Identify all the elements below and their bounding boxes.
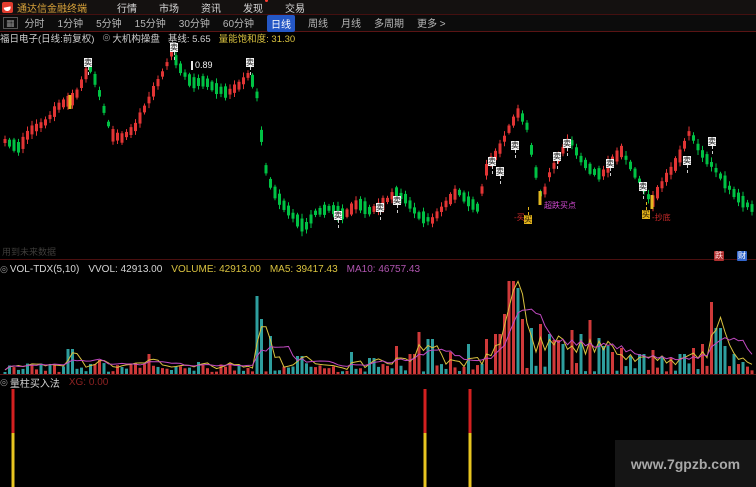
corner-badge-icon[interactable]: 财 [737,251,747,261]
layout-grid-icon[interactable]: ▦ [3,17,18,29]
period-tab-30分钟[interactable]: 30分钟 [178,18,210,30]
stock-info-bar: 福日电子(日线:前复权) ◎ 大机构操盘 基线: 5.65 量能饱和度: 31.… [0,32,756,45]
watermark: www.7gpzb.com [615,440,756,487]
app-logo-icon [2,1,13,13]
sell-signal-marker: 卖 [562,139,572,156]
corner-badge-icon[interactable]: 跌 [714,251,724,261]
xg-value: XG: 0.00 [68,376,109,388]
period-tab-更多[interactable]: 更多 > [417,18,446,30]
stock-name: 福日电子(日线:前复权) [0,33,95,45]
indicator-settings-icon[interactable]: ◎ [102,32,111,42]
baseline-value: 基线: 5.65 [167,33,211,45]
sell-signal-marker: 卖 [707,137,717,154]
vvol-value: VVOL: 42913.00 [88,263,163,275]
candlestick-chart[interactable] [0,43,756,259]
sell-signal-marker: 卖 [392,196,402,213]
signal-panel: ◎ 量柱买入法 XG: 0.00 [0,375,756,487]
chart-annotation: -买 [514,213,525,222]
volume-panel: ◎ VOL-TDX(5,10) VVOL: 42913.00 VOLUME: 4… [0,260,756,375]
candlestick-chart-panel[interactable]: 用到未来数据 卖卖卖卖卖卖卖卖卖卖卖卖卖卖卖买买 0.89 超跌买点 -买 -抄底跌财 [0,43,756,261]
sell-signal-marker: 卖 [487,157,497,174]
notification-dot-icon [265,0,268,2]
app-title: 通达信金融终端 [17,3,87,15]
period-tab-月线[interactable]: 月线 [341,18,362,30]
sell-signal-marker: 卖 [682,156,692,173]
sell-signal-marker: 卖 [375,203,385,220]
period-tab-15分钟[interactable]: 15分钟 [134,18,166,30]
sell-signal-marker: 卖 [245,58,255,75]
sell-signal-marker: 卖 [169,43,179,60]
period-tab-多周期[interactable]: 多周期 [374,18,405,30]
buy-signal-marker: 买 [523,207,533,224]
volume-chart[interactable] [0,278,756,374]
period-tab-分时[interactable]: 分时 [24,18,45,30]
menu-item-资讯[interactable]: 资讯 [201,3,221,15]
period-tab-1分钟[interactable]: 1分钟 [57,18,84,30]
sell-signal-marker: 卖 [605,159,615,176]
signal-indicator-name: 量柱买入法 [9,378,60,390]
signal-header: ◎ 量柱买入法 XG: 0.00 [0,375,756,390]
future-data-note: 用到未来数据 [2,247,57,257]
menu-item-行情[interactable]: 行情 [117,3,137,15]
chart-annotation: 0.89 [191,61,213,70]
period-tab-周线[interactable]: 周线 [308,18,329,30]
sell-signal-marker: 卖 [510,141,520,158]
menu-item-交易[interactable]: 交易 [285,3,305,15]
sell-signal-marker: 卖 [83,58,93,75]
sell-signal-marker: 卖 [495,167,505,184]
indicator-name: 大机构操盘 [112,33,160,45]
period-toolbar: ▦ 分时 1分钟 5分钟 15分钟 30分钟 60分钟 日线 周线 月线 多周期 更多 > [0,14,756,32]
ma10-value: MA10: 46757.43 [346,263,421,275]
ma5-value: MA5: 39417.43 [269,263,338,275]
menu-item-发现[interactable]: 发现 [243,0,268,15]
chart-annotation: 超跌买点 [544,201,576,210]
sell-signal-marker: 卖 [333,211,343,228]
volume-value: VOLUME: 42913.00 [171,263,261,275]
period-tab-5分钟[interactable]: 5分钟 [96,18,122,30]
indicator-settings-icon[interactable]: ◎ [0,263,8,274]
period-tabs: 分时 1分钟 5分钟 15分钟 30分钟 60分钟 日线 周线 月线 多周期 更多 > [24,14,446,32]
main-menu: 行情 市场 资讯 发现 交易 [117,0,305,15]
chart-annotation: -抄底 [652,213,671,222]
indicator-settings-icon[interactable]: ◎ [0,376,8,387]
buy-signal-marker: 买 [641,202,651,219]
period-tab-60分钟[interactable]: 60分钟 [222,18,255,30]
menu-item-市场[interactable]: 市场 [159,3,179,15]
saturation-value: 量能饱和度: 31.30 [218,33,296,45]
period-tab-日线[interactable]: 日线 [267,14,296,32]
volume-header: ◎ VOL-TDX(5,10) VVOL: 42913.00 VOLUME: 4… [0,260,756,278]
sell-signal-marker: 卖 [638,182,648,199]
volume-indicator-name: VOL-TDX(5,10) [9,263,80,275]
title-bar: 通达信金融终端 行情 市场 资讯 发现 交易 [0,0,756,15]
sell-signal-marker: 卖 [552,152,562,169]
signal-chart[interactable] [0,389,756,487]
